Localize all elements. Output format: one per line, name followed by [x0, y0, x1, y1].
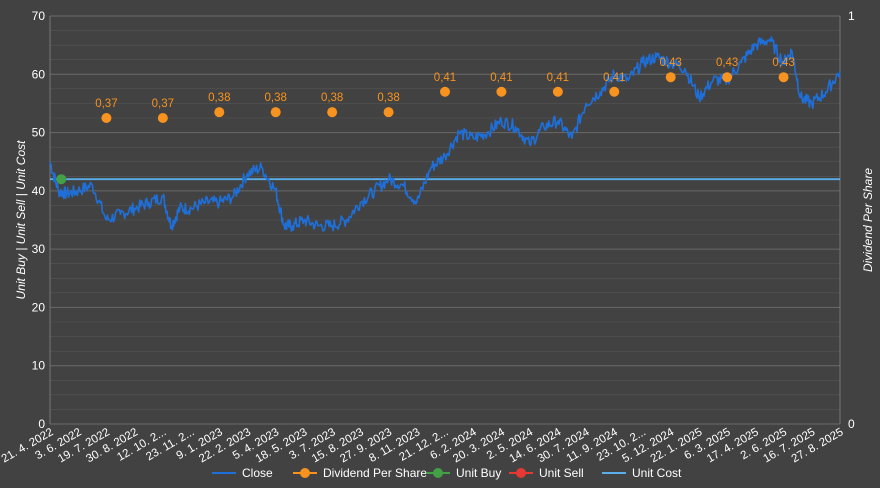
legend-label: Unit Cost [632, 466, 682, 480]
legend-label: Unit Sell [539, 466, 584, 480]
dividend-point [665, 72, 676, 83]
dividend-data-label: 0,41 [434, 72, 456, 84]
legend-label: Close [242, 466, 273, 480]
legend: Close Dividend Per Share Unit Buy Unit Sell… [212, 466, 682, 480]
grid-lines [50, 15, 840, 425]
dividend-data-label: 0,41 [490, 72, 512, 84]
dividend-point [327, 107, 338, 118]
y-right-tick-label: 0 [848, 417, 855, 431]
dividend-point [609, 86, 620, 97]
legend-dot-swatch [433, 468, 443, 478]
dividend-data-label: 0,38 [377, 92, 399, 104]
dividend-point [270, 107, 281, 118]
dividend-point [440, 86, 450, 97]
dividend-data-label: 0,41 [603, 72, 625, 84]
y-tick-label: 0 [38, 417, 45, 431]
dividend-data-label: 0,38 [265, 92, 287, 104]
y-axis-right-label: Dividend Per Share [861, 168, 875, 272]
dividend-data-label: 0,38 [208, 92, 230, 104]
dividend-data-label: 0,41 [547, 72, 569, 84]
y-axis-left-label: Unit Buy | Unit Sell | Unit Cost [14, 140, 28, 300]
y-right-tick-label: 1 [848, 9, 855, 23]
dividend-data-label: 0,43 [660, 57, 682, 69]
unit-buy-point [56, 174, 67, 185]
dividend-point [496, 86, 507, 97]
dividend-data-label: 0,37 [95, 98, 117, 110]
dividend-data-label: 0,43 [716, 57, 738, 69]
dividend-point [214, 107, 225, 118]
dividend-point [722, 72, 733, 83]
legend-label: Dividend Per Share [323, 466, 427, 480]
dividend-point [157, 113, 168, 123]
close-series-line [49, 36, 841, 232]
y-tick-label: 60 [32, 67, 46, 81]
legend-label: Unit Buy [456, 466, 501, 480]
dividend-point [383, 107, 394, 118]
legend-dot-swatch [516, 468, 526, 478]
dividend-point [552, 86, 563, 97]
y-tick-label: 30 [32, 242, 46, 256]
dividend-point [778, 72, 789, 83]
legend-dot-swatch [300, 468, 310, 478]
y-tick-label: 50 [32, 126, 46, 140]
y-tick-label: 70 [32, 9, 46, 23]
y-tick-label: 40 [32, 184, 46, 198]
dividend-data-label: 0,37 [152, 98, 174, 110]
dividend-data-label: 0,38 [321, 92, 343, 104]
y-tick-label: 10 [32, 359, 46, 373]
dividend-data-label: 0,43 [772, 57, 794, 69]
y-tick-label: 20 [32, 300, 46, 314]
dividend-point [101, 113, 112, 123]
